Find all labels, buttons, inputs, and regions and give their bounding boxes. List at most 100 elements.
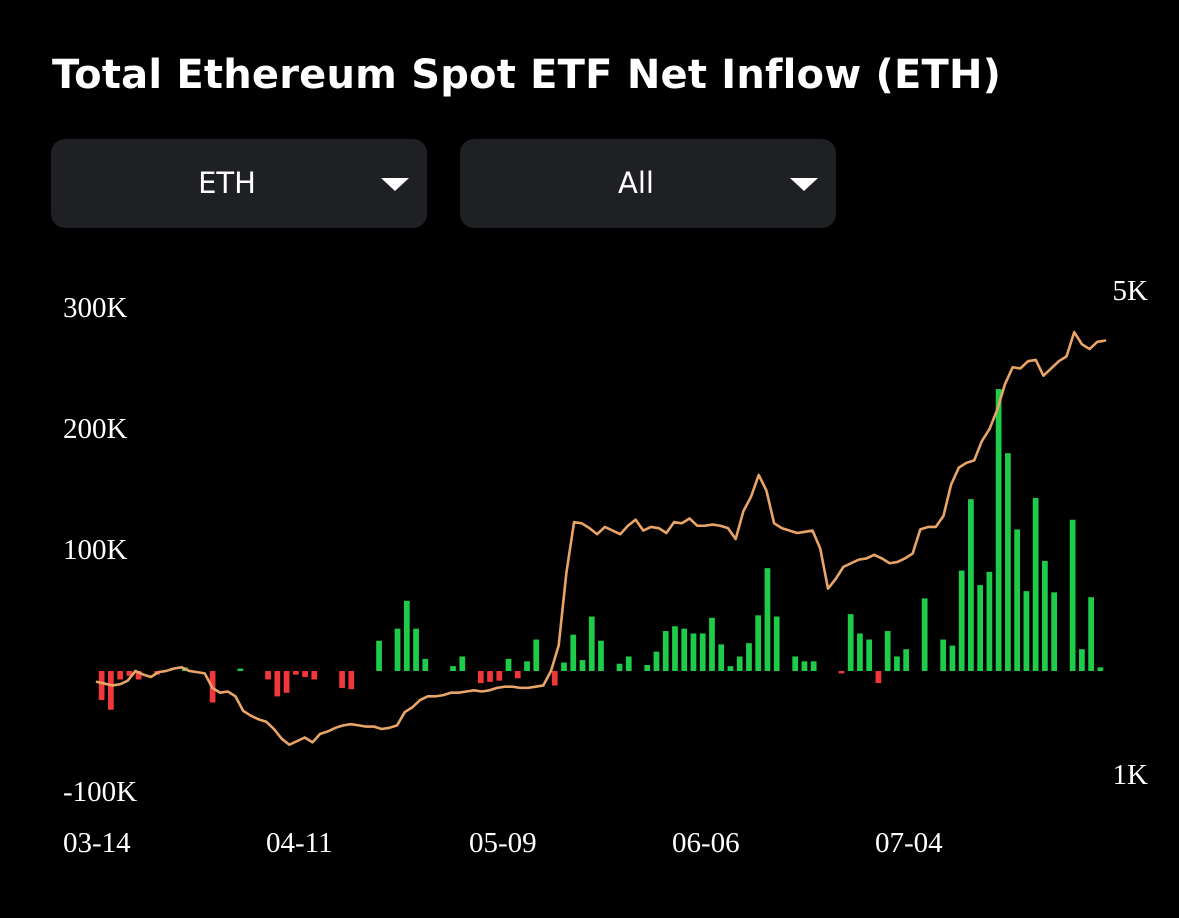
inflow-bar (773, 616, 780, 671)
left-axis-tick-label: -100K (63, 776, 137, 808)
left-axis-tick-label: 100K (63, 534, 128, 566)
inflow-bar (413, 628, 419, 671)
inflow-bar (616, 663, 623, 671)
inflow-bar (792, 656, 799, 671)
inflow-bar (699, 633, 706, 671)
outflow-bar (108, 671, 114, 710)
inflow-bar (524, 661, 530, 671)
outflow-bar (126, 671, 133, 676)
right-axis: 5K 1K (1113, 275, 1149, 791)
inflow-bar (995, 389, 1002, 671)
inflow-bars (98, 389, 1104, 710)
outflow-bar (477, 671, 484, 684)
inflow-bar (237, 668, 244, 671)
outflow-bar (487, 671, 493, 682)
x-axis: 03-14 04-11 05-09 06-06 07-04 (63, 827, 943, 859)
outflow-bar (348, 671, 355, 690)
inflow-bar (690, 633, 697, 671)
inflow-bar (1088, 597, 1094, 671)
inflow-bar (681, 628, 688, 671)
inflow-bar (801, 661, 808, 671)
inflow-bar (1014, 529, 1021, 671)
range-select[interactable]: All (460, 139, 836, 228)
inflow-bar (1069, 519, 1076, 671)
inflow-bar (1032, 497, 1039, 671)
inflow-bar (736, 656, 743, 671)
inflow-bar (866, 639, 873, 671)
inflow-bar (403, 600, 410, 671)
inflow-bar (709, 617, 715, 671)
inflow-bar (958, 570, 965, 671)
inflow-bar (1042, 560, 1048, 671)
inflow-bar (847, 614, 854, 671)
inflow-bar (588, 616, 595, 671)
outflow-bar (274, 671, 281, 697)
asset-select[interactable]: ETH (51, 139, 427, 228)
outflow-bar (98, 671, 105, 701)
x-axis-tick-label: 05-09 (469, 827, 537, 859)
inflow-bar (644, 664, 651, 671)
outflow-bar (551, 671, 558, 686)
inflow-bar (884, 631, 891, 671)
inflow-bar (459, 656, 466, 671)
caret-down-icon (790, 178, 818, 191)
inflow-bar (718, 644, 725, 671)
inflow-bar (394, 628, 401, 671)
inflow-bar (672, 626, 678, 671)
inflow-bar (810, 661, 817, 671)
outflow-bar (875, 671, 882, 684)
x-axis-tick-label: 04-11 (266, 827, 333, 859)
inflow-bar (727, 666, 734, 671)
inflow-bar (1051, 592, 1057, 671)
inflow-bar (1097, 667, 1104, 671)
inflow-bar (561, 662, 567, 671)
inflow-bar (1005, 453, 1011, 671)
inflow-bar (662, 631, 669, 671)
inflow-bar (921, 598, 928, 671)
outflow-bar (302, 671, 308, 678)
inflow-bar (977, 585, 984, 671)
outflow-bar (283, 671, 290, 693)
inflow-bar (755, 615, 762, 671)
outflow-bar (339, 671, 345, 688)
inflow-bar (949, 645, 956, 671)
outflow-bar (292, 671, 299, 675)
outflow-bar (311, 671, 318, 680)
right-axis-tick-label: 1K (1113, 759, 1149, 791)
inflow-bar (570, 634, 577, 671)
x-axis-tick-label: 03-14 (63, 827, 131, 859)
inflow-bar (422, 658, 429, 671)
range-select-value: All (618, 166, 654, 200)
page-title: Total Ethereum Spot ETF Net Inflow (ETH) (52, 52, 1002, 98)
inflow-bar (1023, 591, 1030, 671)
outflow-bar (496, 671, 503, 681)
inflow-bar (968, 499, 974, 671)
left-axis: 300K 200K 100K -100K (63, 292, 137, 808)
outflow-bar (265, 671, 271, 680)
right-axis-tick-label: 5K (1113, 275, 1149, 307)
inflow-bar (505, 658, 512, 671)
x-axis-tick-label: 07-04 (875, 827, 943, 859)
outflow-bar (117, 671, 123, 680)
inflow-bar (653, 651, 660, 671)
inflow-bar (894, 656, 900, 671)
outflow-bar (135, 671, 142, 680)
asset-select-value: ETH (198, 166, 256, 200)
inflow-bar (986, 571, 993, 671)
inflow-bar (1079, 649, 1085, 671)
outflow-bar (514, 671, 521, 679)
inflow-bar (903, 649, 910, 671)
inflow-bar (376, 640, 382, 671)
price-line-layer (95, 330, 1107, 747)
inflow-bar (450, 666, 456, 671)
inflow-bar (598, 640, 604, 671)
caret-down-icon (381, 178, 409, 191)
inflow-bar (746, 643, 752, 671)
left-axis-tick-label: 200K (63, 413, 128, 445)
outflow-bar (838, 671, 845, 674)
inflow-bar (533, 639, 540, 671)
left-axis-tick-label: 300K (63, 292, 128, 324)
inflow-bar (764, 568, 771, 671)
inflow-bar (625, 656, 632, 671)
